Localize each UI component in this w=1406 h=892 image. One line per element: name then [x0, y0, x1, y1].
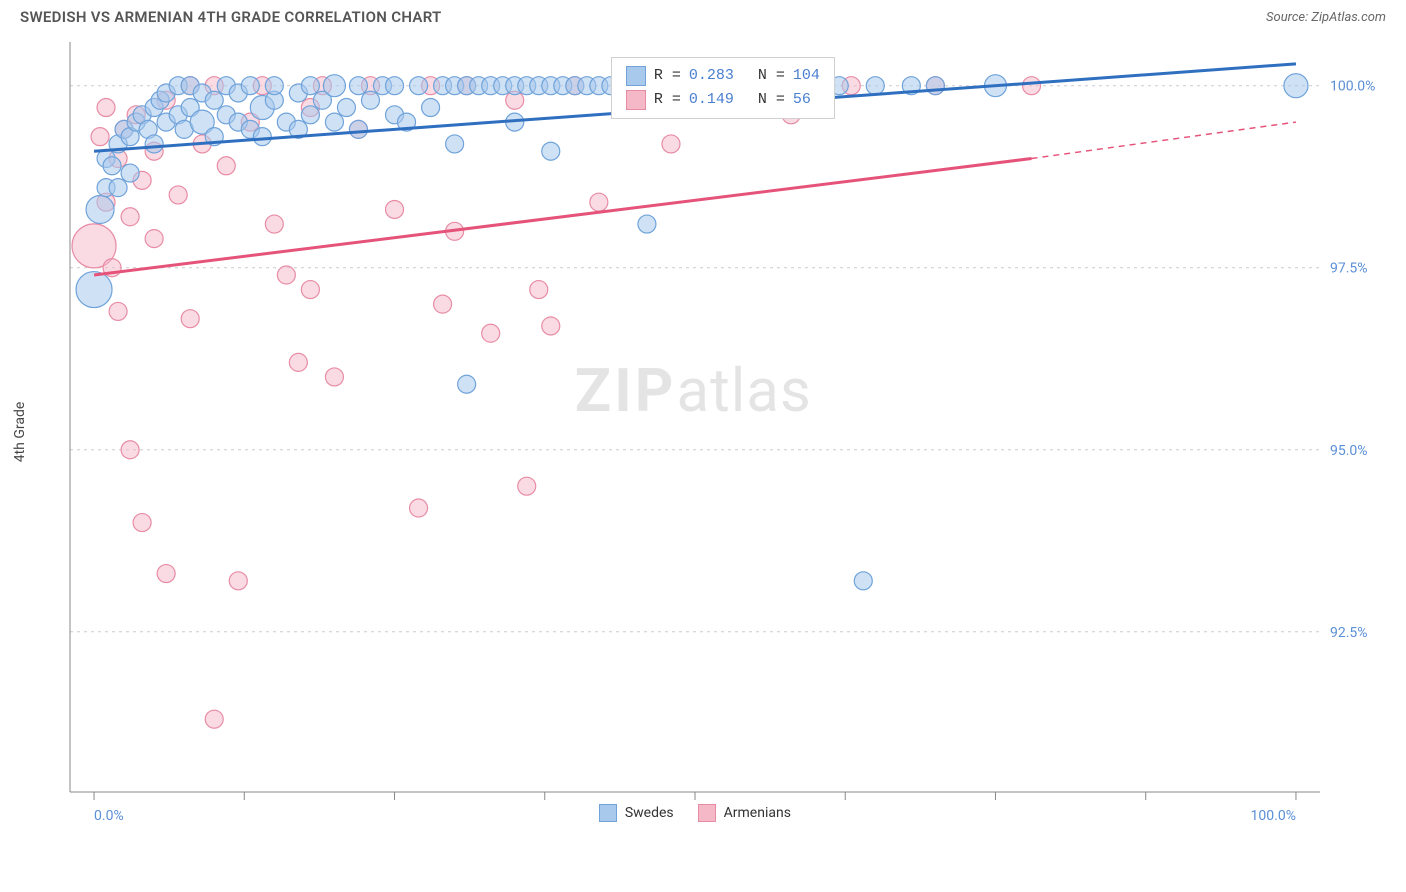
data-point — [76, 272, 112, 308]
data-point — [386, 200, 404, 218]
scatter-plot: 92.5% 95.0% 97.5% 100.0% 0.0% 100.0% — [60, 32, 1380, 832]
data-point — [323, 75, 345, 97]
data-point — [289, 353, 307, 371]
data-point — [349, 120, 367, 138]
data-point — [662, 135, 680, 153]
data-point — [181, 310, 199, 328]
data-point — [169, 186, 187, 204]
data-point — [1023, 77, 1041, 95]
data-point — [530, 281, 548, 299]
trend-line-pink — [94, 159, 1032, 276]
n-value: 56 — [793, 88, 811, 112]
stats-box: R = 0.283 N = 104 R = 0.149 N = 56 — [611, 57, 835, 119]
data-point — [349, 77, 367, 95]
stats-row: R = 0.283 N = 104 — [626, 64, 820, 88]
legend: Swedes Armenians — [599, 804, 791, 822]
data-point — [103, 157, 121, 175]
data-point — [518, 477, 536, 495]
x-max-label: 100.0% — [1251, 808, 1296, 824]
data-point — [145, 230, 163, 248]
n-value: 104 — [793, 64, 820, 88]
legend-label: Swedes — [625, 805, 674, 821]
data-point — [410, 77, 428, 95]
data-point — [109, 302, 127, 320]
data-point — [205, 710, 223, 728]
y-tick-label: 95.0% — [1330, 443, 1368, 459]
y-axis-label: 4th Grade — [12, 402, 28, 463]
data-point — [542, 317, 560, 335]
data-point — [422, 99, 440, 117]
stats-row: R = 0.149 N = 56 — [626, 88, 820, 112]
data-point — [301, 77, 319, 95]
data-point — [121, 164, 139, 182]
trend-line-pink-ext — [1032, 122, 1296, 158]
data-point — [638, 215, 656, 233]
n-label: N = — [758, 88, 785, 112]
data-point — [337, 99, 355, 117]
data-point — [133, 514, 151, 532]
data-point — [434, 295, 452, 313]
n-label: N = — [758, 64, 785, 88]
data-point — [91, 128, 109, 146]
legend-swatch — [698, 804, 716, 822]
data-point — [301, 106, 319, 124]
data-point — [590, 193, 608, 211]
data-point — [301, 281, 319, 299]
r-value: 0.149 — [689, 88, 734, 112]
y-tick-label: 97.5% — [1330, 261, 1368, 277]
data-point — [458, 375, 476, 393]
data-point — [866, 77, 884, 95]
data-point — [325, 113, 343, 131]
data-point — [277, 266, 295, 284]
legend-label: Armenians — [724, 805, 791, 821]
data-point — [253, 128, 271, 146]
data-point — [145, 135, 163, 153]
stats-swatch — [626, 66, 646, 86]
data-point — [265, 77, 283, 95]
data-point — [265, 215, 283, 233]
legend-item: Armenians — [698, 804, 791, 822]
data-point — [854, 572, 872, 590]
data-point — [482, 324, 500, 342]
stats-swatch — [626, 90, 646, 110]
r-label: R = — [654, 64, 681, 88]
data-point — [446, 135, 464, 153]
data-point — [97, 99, 115, 117]
data-point — [241, 77, 259, 95]
data-point — [86, 195, 114, 223]
data-point — [229, 572, 247, 590]
data-point — [361, 91, 379, 109]
data-point — [121, 208, 139, 226]
chart-title: SWEDISH VS ARMENIAN 4TH GRADE CORRELATIO… — [20, 8, 442, 26]
r-value: 0.283 — [689, 64, 734, 88]
data-point — [157, 565, 175, 583]
y-tick-label: 92.5% — [1330, 625, 1368, 641]
data-point — [410, 499, 428, 517]
data-point — [121, 441, 139, 459]
data-point — [205, 91, 223, 109]
data-point — [542, 142, 560, 160]
data-point — [386, 77, 404, 95]
data-point — [325, 368, 343, 386]
legend-item: Swedes — [599, 804, 674, 822]
source-label: Source: ZipAtlas.com — [1266, 10, 1386, 25]
chart-area: 4th Grade 92.5%95.0%97.5%100.0%0.0%100.0… — [60, 32, 1386, 832]
x-min-label: 0.0% — [94, 808, 124, 824]
r-label: R = — [654, 88, 681, 112]
data-point — [1284, 74, 1308, 98]
y-tick-label: 100.0% — [1330, 79, 1375, 95]
data-point — [109, 179, 127, 197]
legend-swatch — [599, 804, 617, 822]
data-point — [217, 157, 235, 175]
